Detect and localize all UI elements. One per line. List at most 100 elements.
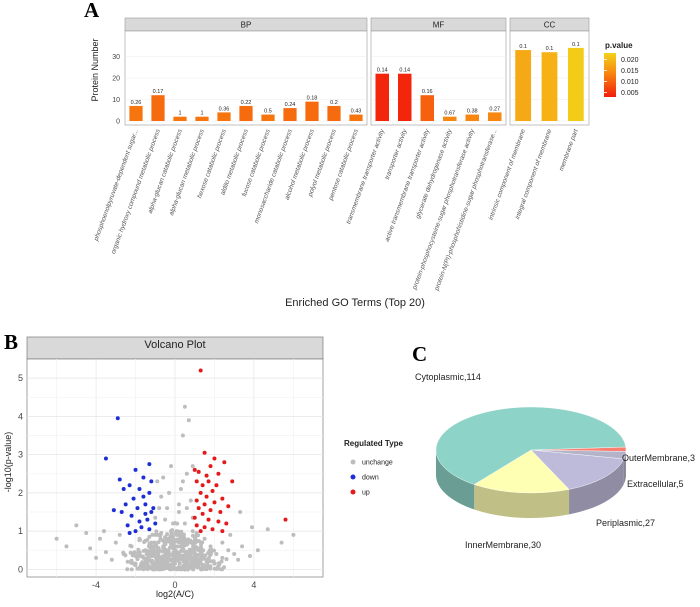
volcano-point-down-11 (135, 506, 140, 511)
volcano-point-unchange-bg (191, 540, 196, 545)
volcano-point-up-13 (198, 490, 203, 495)
volcano-point-unchange-bg (157, 532, 162, 537)
volcano-point-unchange-bg (218, 567, 223, 572)
volcano-point-up-14 (204, 494, 209, 499)
volcano-x-tick-2: 4 (251, 580, 256, 590)
volcano-point-unchange-3 (161, 475, 166, 480)
volcano-point-up-3 (222, 460, 227, 465)
volcano-point-unchange-bg (155, 554, 160, 559)
facet-strip-label-bp: BP (241, 21, 252, 30)
volcano-y-tick-3: 3 (18, 450, 23, 460)
bar-bp-10 (349, 114, 363, 121)
volcano-point-unchange-10 (157, 506, 162, 511)
bar-label-mf-2: 0.16 (422, 89, 433, 95)
volcano-point-down-18 (153, 521, 158, 526)
volcano-point-up-22 (218, 509, 223, 514)
bar-label-cc-1: 0.1 (546, 46, 554, 52)
volcano-point-down-21 (111, 508, 116, 513)
volcano-point-unchange-17 (190, 529, 195, 534)
volcano-title: Volcano Plot (144, 339, 205, 351)
volcano-point-up-20 (196, 506, 201, 511)
volcano-point-unchange-bg (181, 539, 186, 544)
volcano-point-unchange-bg (141, 562, 146, 567)
volcano-point-up-26 (216, 519, 221, 524)
volcano-point-unchange-bg (206, 555, 211, 560)
volcano-point-down-19 (125, 523, 130, 528)
volcano-point-unchange-bg (207, 548, 212, 553)
pie-label-outermembrane: OuterMembrane,3 (622, 453, 695, 463)
volcano-point-unchange-bg (187, 562, 192, 567)
legend-swatch-up (350, 489, 356, 495)
volcano-x-tick-0: -4 (92, 580, 100, 590)
volcano-point-unchange-bg (164, 562, 169, 567)
volcano-point-unchange-0 (182, 404, 187, 409)
bar-mf-0 (375, 73, 389, 121)
bar-bp-5 (239, 105, 253, 121)
volcano-point-unchange-bg (169, 567, 174, 572)
volcano-point-down-15 (129, 513, 134, 518)
volcano-point-unchange-bg (184, 542, 189, 547)
volcano-point-up-35 (206, 479, 211, 484)
volcano-point-unchange-bg (150, 532, 155, 537)
legend-label-down: down (362, 475, 379, 482)
volcano-point-unchange-19 (249, 525, 254, 530)
volcano-point-unchange-bg (139, 566, 144, 571)
volcano-point-unchange-75 (147, 534, 152, 539)
volcano-point-up-18 (202, 502, 207, 507)
volcano-point-down-24 (149, 479, 154, 484)
volcano-point-unchange-bg (161, 556, 166, 561)
volcano-point-down-1 (103, 456, 108, 461)
volcano-point-unchange-bg (196, 565, 201, 570)
volcano-point-down-3 (117, 477, 122, 482)
pie-label-innermembrane: InnerMembrane,30 (465, 540, 541, 550)
volcano-point-unchange-9 (188, 498, 193, 503)
volcano-point-unchange-bg (181, 558, 186, 563)
volcano-point-up-21 (208, 508, 213, 513)
volcano-point-up-25 (206, 517, 211, 522)
volcano-point-unchange-42 (208, 544, 213, 549)
volcano-point-unchange-22 (74, 523, 79, 528)
bar-label-mf-5: 0.27 (489, 106, 500, 112)
volcano-point-unchange-1 (186, 418, 191, 423)
volcano-point-unchange-bg (205, 561, 210, 566)
volcano-point-unchange-bg (183, 565, 188, 570)
bar-mf-3 (443, 116, 457, 121)
volcano-point-up-32 (198, 529, 203, 534)
volcano-point-unchange-bg (159, 561, 164, 566)
volcano-point-unchange-bg (184, 562, 189, 567)
volcano-point-unchange-bg (211, 559, 216, 564)
volcano-y-axis-title: -log10(p-value) (3, 432, 13, 493)
bar-label-mf-1: 0.14 (399, 68, 410, 74)
volcano-point-up-5 (196, 469, 201, 474)
volcano-point-unchange-bg (219, 559, 224, 564)
panel-label-c: C (412, 342, 427, 366)
volcano-point-unchange-bg (198, 542, 203, 547)
colorbar-label-2: 0.010 (621, 79, 639, 86)
volcano-point-unchange-bg (156, 540, 161, 545)
bar-bp-6 (261, 114, 275, 121)
unchange-dense-cluster (121, 521, 229, 572)
volcano-point-down-26 (147, 527, 152, 532)
volcano-point-unchange-bg (143, 538, 148, 543)
bar-label-bp-9: 0.2 (330, 100, 338, 106)
volcano-point-unchange-bg (165, 532, 170, 537)
bar-label-bp-2: 1 (178, 111, 181, 117)
volcano-point-unchange-bg (191, 556, 196, 561)
volcano-point-unchange-66 (291, 532, 296, 537)
volcano-point-unchange-bg (185, 553, 190, 558)
volcano-point-up-29 (202, 525, 207, 530)
subcellular-location-pie-chart: Cytoplasmic,114 InnerMembrane,30 Periplasm… (415, 372, 695, 550)
volcano-point-unchange-87 (101, 529, 106, 534)
volcano-point-down-29 (127, 531, 132, 536)
legend-swatch-down (350, 474, 356, 480)
volcano-point-unchange-46 (232, 552, 237, 557)
volcano-point-unchange-20 (265, 527, 270, 532)
volcano-point-down-2 (147, 462, 152, 467)
volcano-point-down-8 (131, 496, 136, 501)
volcano-point-unchange-5 (178, 487, 183, 492)
bar-bp-9 (327, 105, 341, 121)
volcano-point-down-17 (151, 506, 156, 511)
pie-side-extracellular (623, 451, 626, 485)
volcano-point-unchange-bg (176, 538, 181, 543)
volcano-point-unchange-bg (156, 546, 161, 551)
